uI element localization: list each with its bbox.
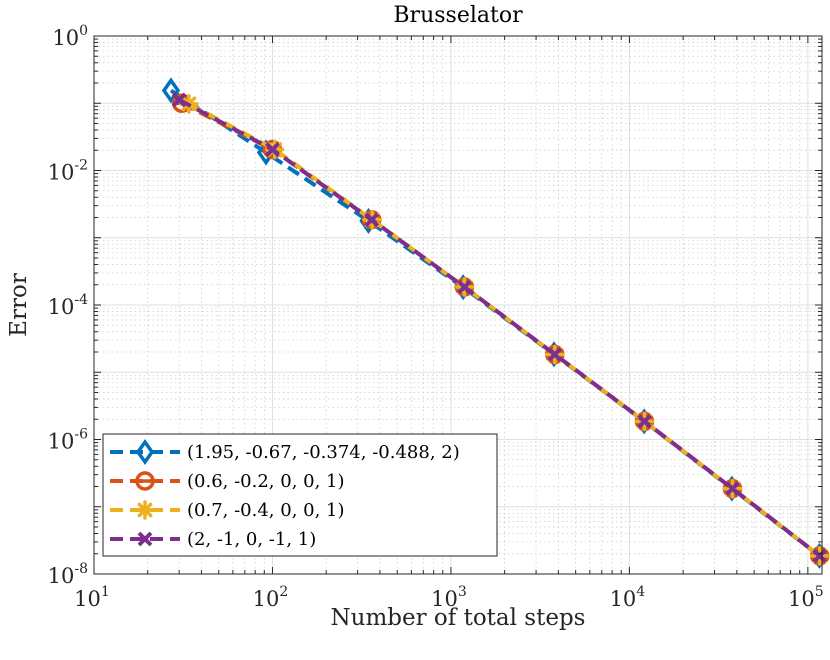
y-tick-label: 10-8 xyxy=(48,561,88,588)
y-tick-label: 100 xyxy=(52,23,88,50)
legend: (1.95, -0.67, -0.374, -0.488, 2) (0.6, -0… xyxy=(102,433,498,557)
data-point-x xyxy=(637,413,652,429)
legend-entry: (2, -1, 0, -1, 1) xyxy=(110,529,316,550)
legend-entry: (1.95, -0.67, -0.374, -0.488, 2) xyxy=(110,438,460,466)
data-point-x xyxy=(364,212,380,228)
y-tick-label: 10-2 xyxy=(48,158,88,185)
data-point-x xyxy=(457,279,472,295)
legend-marker-star xyxy=(135,500,155,520)
series-4 xyxy=(171,92,828,564)
data-point-x xyxy=(725,481,740,497)
legend-label: (0.6, -0.2, 0, 0, 1) xyxy=(187,471,345,492)
series-line xyxy=(187,102,821,558)
y-axis-title: Error xyxy=(6,273,32,337)
x-tick-label: 104 xyxy=(610,584,646,611)
y-tick-label: 10-4 xyxy=(48,292,88,319)
x-tick-label: 103 xyxy=(431,584,467,611)
ticks: 101 102 103 104 105 100 10-2 10-4 10-6 10-8 xyxy=(48,23,824,611)
series-line xyxy=(178,98,821,558)
data-point-x xyxy=(547,347,563,362)
chart-title: Brusselator xyxy=(393,3,523,28)
y-tick-label: 10-6 xyxy=(48,427,88,454)
x-tick-label: 105 xyxy=(788,584,824,611)
legend-marker-circle xyxy=(135,471,155,491)
legend-entry: (0.6, -0.2, 0, 0, 1) xyxy=(110,471,345,492)
x-axis-title: Number of total steps xyxy=(331,605,586,631)
legend-marker-x xyxy=(137,531,153,547)
legend-label: (0.7, -0.4, 0, 0, 1) xyxy=(187,500,345,521)
series-layer xyxy=(161,77,830,569)
data-point-x xyxy=(265,142,280,157)
data-point-x xyxy=(171,92,187,108)
legend-marker-diamond xyxy=(135,438,155,466)
data-point-x xyxy=(812,548,828,564)
x-tick-label: 102 xyxy=(253,584,289,611)
data-point-diamond xyxy=(161,77,181,104)
legend-label: (2, -1, 0, -1, 1) xyxy=(187,529,316,550)
legend-entry: (0.7, -0.4, 0, 0, 1) xyxy=(110,500,345,521)
legend-label: (1.95, -0.67, -0.374, -0.488, 2) xyxy=(187,442,460,463)
x-tick-label: 101 xyxy=(74,584,110,611)
legend-box xyxy=(102,433,498,557)
